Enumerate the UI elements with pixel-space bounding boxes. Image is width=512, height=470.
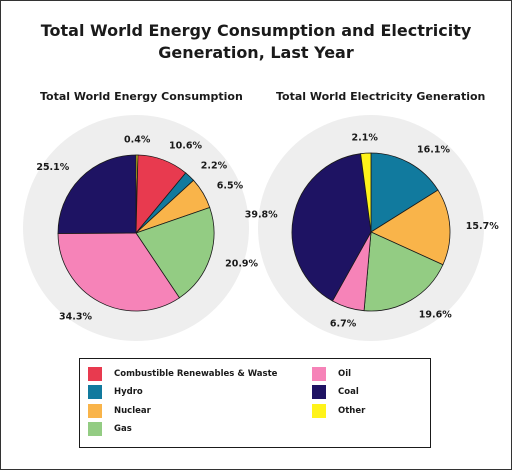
energy-label-nuclear: 6.5% [217, 180, 244, 191]
energy-label-oil: 34.3% [59, 312, 92, 323]
legend-label-gas: Gas [114, 424, 132, 434]
legend-swatch-other [312, 404, 326, 418]
electricity-slice-hydro [370, 152, 439, 233]
energy-slice-coal [57, 154, 137, 234]
electricity-label-coal: 39.8% [245, 210, 278, 221]
electricity-slice-nuclear [370, 189, 451, 266]
electricity-label-nuclear: 15.7% [466, 221, 499, 232]
energy-slice-oil [57, 232, 180, 312]
legend-item-nuclear: Nuclear [88, 404, 151, 418]
legend-label-nuclear: Nuclear [114, 406, 151, 416]
legend: Combustible Renewables & Waste Hydro Nuc… [79, 358, 431, 448]
chart-title-line-2: Generation, Last Year [158, 43, 354, 62]
legend-swatch-oil [312, 367, 326, 381]
legend-label-hydro: Hydro [114, 387, 143, 397]
electricity-label-oil: 6.7% [330, 318, 357, 329]
legend-item-combustible-renewables: Combustible Renewables & Waste [88, 367, 277, 381]
electricity-label-hydro: 16.1% [417, 144, 450, 155]
energy-label-combustible-renewables-waste: 10.6% [169, 141, 202, 152]
energy-slice-gas [135, 206, 215, 299]
electricity-slice-other [360, 152, 372, 233]
legend-item-hydro: Hydro [88, 385, 143, 399]
legend-swatch-hydro [88, 385, 102, 399]
chart-title-line-1: Total World Energy Consumption and Elect… [40, 21, 472, 40]
legend-label-combustible-renewables: Combustible Renewables & Waste [114, 369, 278, 379]
electricity-slice-coal [291, 153, 372, 302]
legend-label-other: Other [338, 406, 366, 416]
electricity-label-other: 2.1% [352, 133, 379, 144]
electricity-label-gas: 19.6% [419, 310, 452, 321]
energy-consumption-subtitle: Total World Energy Consumption [40, 90, 243, 103]
legend-swatch-gas [88, 422, 102, 436]
electricity-slice-gas [363, 231, 444, 312]
energy-label-other: 0.4% [124, 135, 151, 146]
legend-label-oil: Oil [338, 369, 352, 379]
legend-label-coal: Coal [338, 387, 359, 397]
legend-item-gas: Gas [88, 422, 132, 436]
energy-label-hydro: 2.2% [201, 160, 228, 171]
legend-swatch-combustible-renewables [88, 367, 102, 381]
energy-label-gas: 20.9% [225, 258, 258, 269]
legend-swatch-nuclear [88, 404, 102, 418]
legend-swatch-coal [312, 385, 326, 399]
electricity-generation-subtitle: Total World Electricity Generation [276, 90, 486, 103]
legend-item-oil: Oil [312, 367, 351, 381]
legend-item-coal: Coal [312, 385, 359, 399]
energy-consumption-pie: 0.4% 10.6% 2.2% 6.5% 20.9% 34.3% 25.1% [36, 135, 258, 323]
legend-item-other: Other [312, 404, 365, 418]
energy-label-coal: 25.1% [36, 162, 69, 173]
electricity-generation-pie: 16.1% 15.7% 19.6% 6.7% 39.8% 2.1% [245, 133, 500, 330]
